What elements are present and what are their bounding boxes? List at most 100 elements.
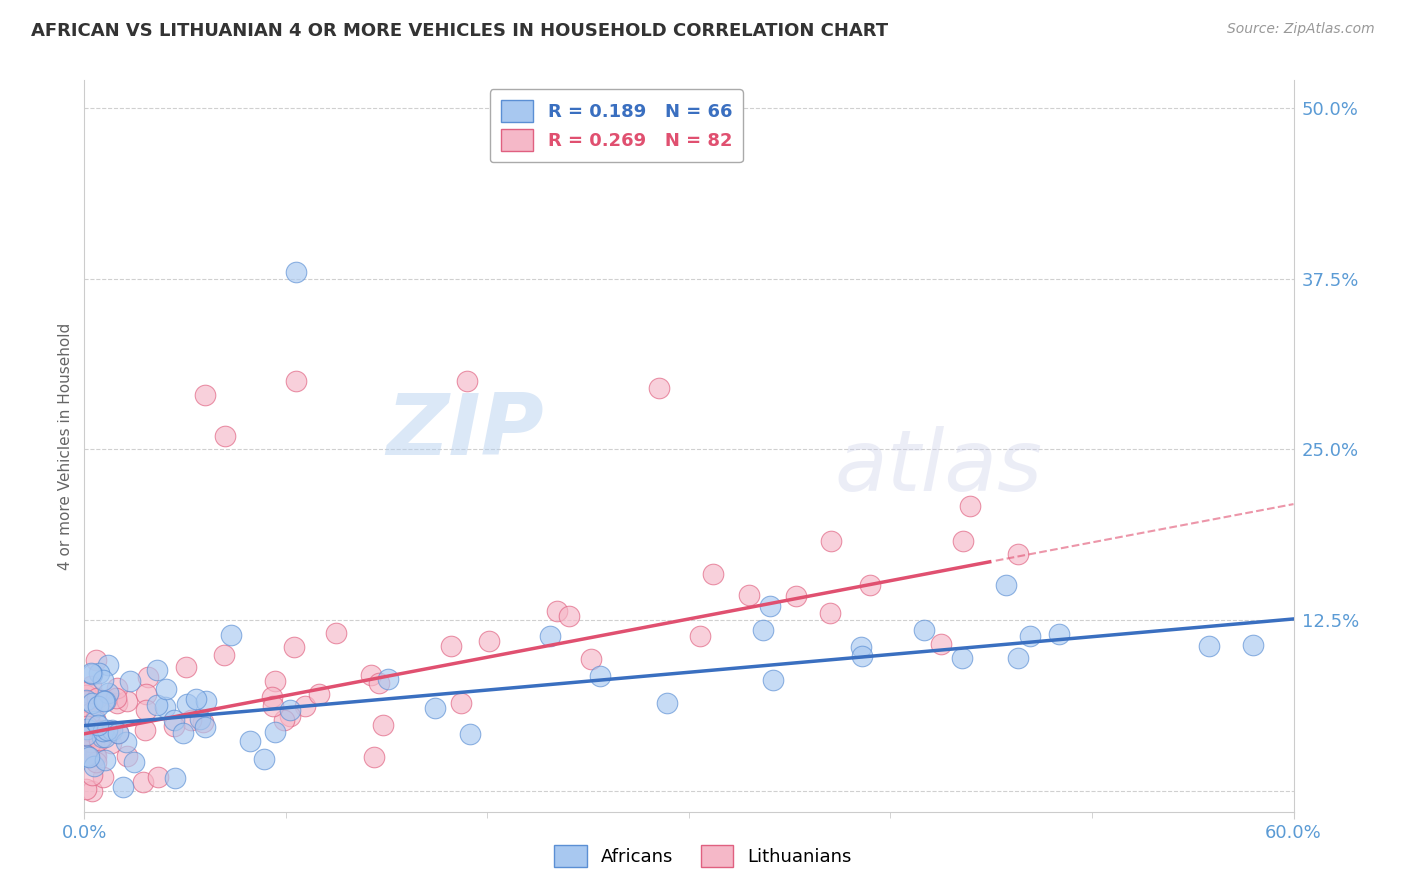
Point — [273, 713, 295, 727]
Point — [1019, 629, 1042, 643]
Point — [994, 577, 1017, 591]
Point — [221, 628, 243, 642]
Point — [1047, 627, 1070, 641]
Point — [97, 658, 120, 673]
Point — [360, 668, 382, 682]
Point — [75, 781, 97, 796]
Text: ZIP: ZIP — [387, 390, 544, 473]
Point — [105, 696, 128, 710]
Point — [83, 758, 105, 772]
Point — [91, 770, 114, 784]
Point — [188, 712, 211, 726]
Point — [105, 681, 128, 695]
Point — [90, 723, 112, 737]
Point — [75, 693, 97, 707]
Point — [146, 663, 169, 677]
Point — [83, 738, 105, 752]
Point — [98, 724, 121, 739]
Point — [146, 698, 169, 712]
Point — [155, 700, 177, 714]
Point — [820, 533, 842, 548]
Point — [94, 730, 117, 744]
Point — [1007, 651, 1029, 665]
Point — [84, 748, 107, 763]
Point — [294, 699, 316, 714]
Point — [134, 723, 156, 738]
Point — [655, 696, 678, 710]
Y-axis label: 4 or more Vehicles in Household: 4 or more Vehicles in Household — [58, 322, 73, 570]
Point — [76, 722, 98, 736]
Point — [689, 629, 711, 643]
Point — [214, 648, 236, 662]
Point — [648, 381, 671, 395]
Point — [83, 714, 105, 728]
Point — [214, 429, 236, 443]
Point — [94, 694, 117, 708]
Point — [440, 639, 463, 653]
Point — [120, 673, 142, 688]
Point — [91, 731, 114, 745]
Point — [79, 724, 101, 739]
Point — [135, 687, 157, 701]
Point — [262, 698, 284, 713]
Point — [100, 737, 122, 751]
Point — [84, 748, 107, 763]
Point — [912, 623, 935, 637]
Point — [368, 676, 391, 690]
Point — [112, 780, 135, 795]
Point — [82, 696, 104, 710]
Point — [76, 684, 98, 698]
Point — [76, 748, 98, 763]
Point — [80, 679, 103, 693]
Point — [87, 698, 110, 713]
Point — [263, 674, 285, 689]
Point — [82, 784, 104, 798]
Point — [538, 629, 561, 643]
Point — [363, 749, 385, 764]
Point — [76, 719, 98, 733]
Text: Source: ZipAtlas.com: Source: ZipAtlas.com — [1227, 22, 1375, 37]
Point — [849, 640, 872, 654]
Point — [80, 665, 103, 680]
Point — [93, 673, 115, 687]
Point — [851, 649, 873, 664]
Point — [136, 670, 159, 684]
Point — [423, 701, 446, 715]
Text: AFRICAN VS LITHUANIAN 4 OR MORE VEHICLES IN HOUSEHOLD CORRELATION CHART: AFRICAN VS LITHUANIAN 4 OR MORE VEHICLES… — [31, 22, 889, 40]
Point — [77, 739, 100, 753]
Point — [97, 686, 120, 700]
Point — [96, 723, 118, 738]
Point — [77, 749, 100, 764]
Point — [191, 714, 214, 729]
Point — [959, 499, 981, 513]
Point — [75, 688, 97, 702]
Point — [101, 723, 124, 737]
Point — [117, 749, 139, 764]
Point — [1241, 638, 1264, 652]
Point — [180, 714, 202, 728]
Point — [135, 703, 157, 717]
Point — [456, 374, 478, 388]
Point — [950, 651, 973, 665]
Point — [104, 690, 127, 705]
Point — [132, 774, 155, 789]
Point — [377, 673, 399, 687]
Point — [325, 626, 347, 640]
Point — [87, 733, 110, 747]
Point — [184, 692, 207, 706]
Point — [762, 673, 785, 688]
Point — [702, 567, 724, 582]
Point — [478, 634, 501, 648]
Point — [86, 691, 108, 706]
Point — [96, 693, 118, 707]
Point — [80, 734, 103, 748]
Point — [155, 681, 177, 696]
Point — [308, 687, 330, 701]
Point — [94, 753, 117, 767]
Point — [115, 694, 138, 708]
Point — [450, 696, 472, 710]
Point — [758, 599, 780, 614]
Point — [115, 735, 138, 749]
Point — [107, 725, 129, 739]
Point — [278, 703, 301, 717]
